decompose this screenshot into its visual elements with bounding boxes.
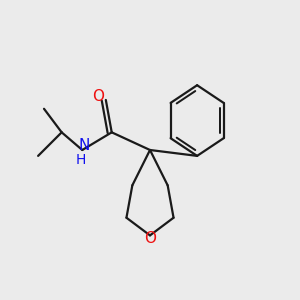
Text: O: O [144,231,156,246]
Text: H: H [76,153,86,167]
Text: N: N [78,138,89,153]
Text: O: O [92,89,104,104]
